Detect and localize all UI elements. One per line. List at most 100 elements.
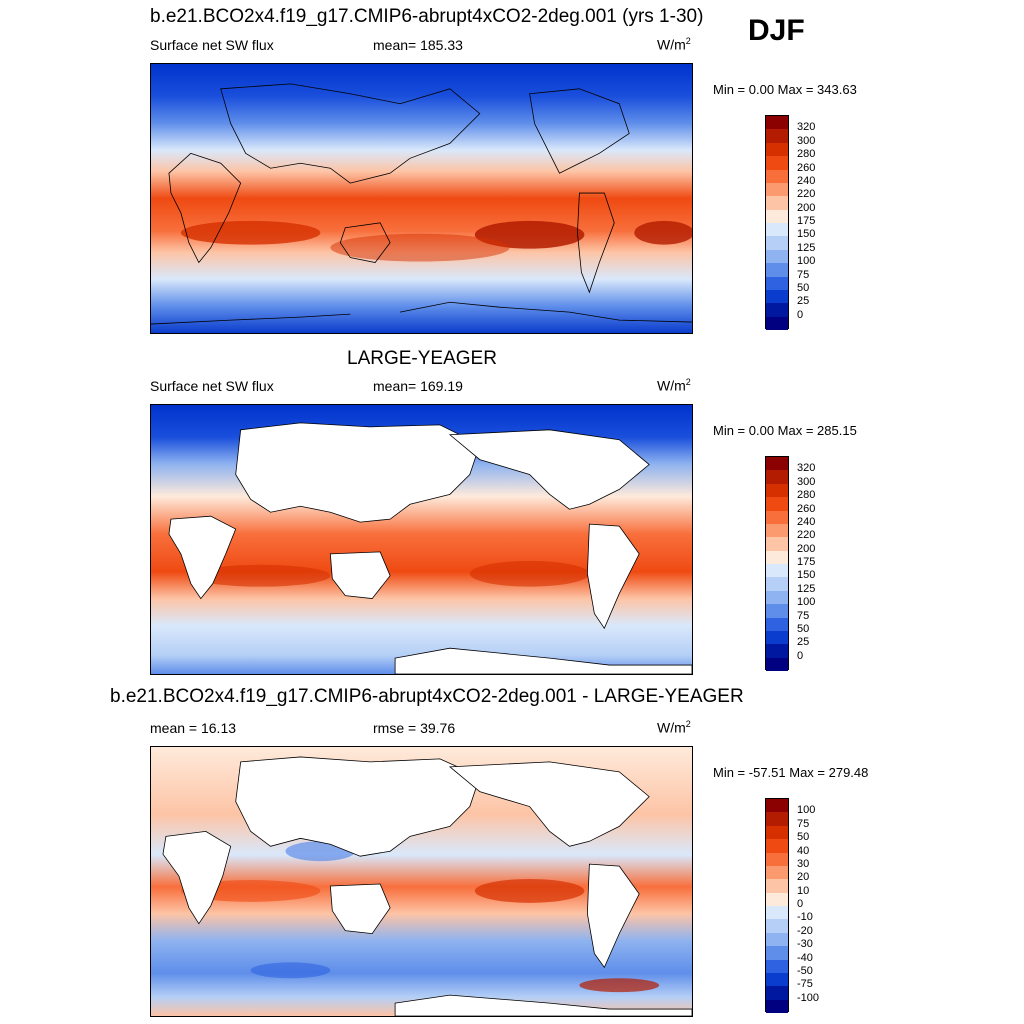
panel1-title: b.e21.BCO2x4.f19_g17.CMIP6-abrupt4xCO2-2… <box>150 6 704 27</box>
colorbar-segment <box>766 906 788 920</box>
colorbar-tick-label: 240 <box>797 174 816 187</box>
colorbar-tick-label: 125 <box>797 582 816 595</box>
colorbar-tick-label: 220 <box>797 529 816 542</box>
colorbar-tick-label: -50 <box>797 964 813 977</box>
colorbar-segment <box>766 497 788 511</box>
colorbar-tick-label: 100 <box>797 255 816 268</box>
colorbar-segment <box>766 590 788 605</box>
colorbar-tick-label: 75 <box>797 268 810 281</box>
colorbar-segment <box>766 999 788 1013</box>
colorbar-tick-label: 0 <box>797 308 804 321</box>
colorbar-segment <box>766 839 788 853</box>
colorbar-tick-label: 20 <box>797 871 810 884</box>
colorbar-tick-label: 75 <box>797 609 810 622</box>
colorbar-tick-label: 100 <box>797 804 816 817</box>
colorbar-tick-label: 280 <box>797 148 816 161</box>
colorbar-segment <box>766 617 788 631</box>
colorbar-segment <box>766 812 788 826</box>
colorbar-segment <box>766 799 788 813</box>
colorbar-tick-label: 300 <box>797 134 816 147</box>
colorbar-tick-label: 10 <box>797 884 810 897</box>
colorbar-tick-label: 30 <box>797 857 810 870</box>
colorbar-segment <box>766 657 788 671</box>
colorbar-segment <box>766 263 788 277</box>
colorbar-segment <box>766 470 788 484</box>
colorbar-segment <box>766 236 788 250</box>
colorbar-tick-label: 280 <box>797 489 816 502</box>
panel2-mean: mean= 169.19 <box>373 378 463 394</box>
panel3-minmax: Min = -57.51 Max = 279.48 <box>713 765 869 780</box>
colorbar-tick-label: 125 <box>797 241 816 254</box>
colorbar-segment <box>766 892 788 906</box>
colorbar-tick-label: 300 <box>797 475 816 488</box>
colorbar-segment <box>766 169 788 183</box>
colorbar-segment <box>766 825 788 840</box>
colorbar-segment <box>766 249 788 264</box>
colorbar-segment <box>766 630 788 645</box>
panel3-map <box>150 746 693 1017</box>
colorbar-tick-label: 240 <box>797 515 816 528</box>
colorbar-tick-label: 200 <box>797 542 816 555</box>
colorbar-tick-label: 260 <box>797 161 816 174</box>
colorbar-tick-label: 25 <box>797 636 810 649</box>
colorbar-tick-label: 100 <box>797 596 816 609</box>
colorbar-tick-label: 50 <box>797 622 810 635</box>
panel2-map <box>150 404 693 675</box>
colorbar-tick-label: 150 <box>797 569 816 582</box>
colorbar-segment <box>766 129 788 143</box>
colorbar-segment <box>766 986 788 1000</box>
colorbar-segment <box>766 483 788 498</box>
colorbar-segment <box>766 604 788 618</box>
colorbar-tick-label: 200 <box>797 201 816 214</box>
colorbar-tick-label: 25 <box>797 295 810 308</box>
panel1-mean: mean= 185.33 <box>373 37 463 53</box>
colorbar-tick-label: 40 <box>797 844 810 857</box>
colorbar-tick-label: 50 <box>797 281 810 294</box>
colorbar-tick-label: -40 <box>797 951 813 964</box>
colorbar-segment <box>766 457 788 471</box>
colorbar-segment <box>766 879 788 893</box>
colorbar-segment <box>766 919 788 933</box>
colorbar-segment <box>766 276 788 290</box>
panel1-minmax: Min = 0.00 Max = 343.63 <box>713 82 857 97</box>
colorbar-segment <box>766 577 788 591</box>
colorbar-tick-label: -100 <box>797 991 820 1004</box>
colorbar-tick-label: -75 <box>797 978 813 991</box>
panel3-rmse: rmse = 39.76 <box>373 720 456 736</box>
colorbar-tick-label: 320 <box>797 121 816 134</box>
colorbar-tick-label: 150 <box>797 228 816 241</box>
colorbar-segment <box>766 196 788 210</box>
panel1-map <box>150 63 693 334</box>
colorbar-segment <box>766 865 788 880</box>
colorbar-tick-label: 75 <box>797 817 810 830</box>
colorbar-segment <box>766 223 788 237</box>
colorbar-segment <box>766 510 788 524</box>
colorbar-segment <box>766 564 788 578</box>
season-label: DJF <box>748 14 805 47</box>
colorbar-segment <box>766 142 788 157</box>
colorbar-segment <box>766 537 788 551</box>
colorbar-segment <box>766 550 788 564</box>
colorbar-tick-label: -30 <box>797 938 813 951</box>
colorbar-segment <box>766 972 788 987</box>
panel2-minmax: Min = 0.00 Max = 285.15 <box>713 423 857 438</box>
colorbar-segment <box>766 959 788 973</box>
colorbar-segment <box>766 316 788 330</box>
colorbar-tick-label: 220 <box>797 188 816 201</box>
colorbar-tick-label: 175 <box>797 215 816 227</box>
colorbar-segment <box>766 209 788 223</box>
colorbar-tick-label: 175 <box>797 556 816 568</box>
panel3-colorbar <box>765 798 789 1013</box>
colorbar-tick-label: -10 <box>797 911 813 924</box>
colorbar-segment <box>766 946 788 960</box>
panel2-variable: Surface net SW flux <box>150 378 274 394</box>
panel3-mean: mean = 16.13 <box>150 720 237 736</box>
colorbar-segment <box>766 523 788 538</box>
panel3-title: b.e21.BCO2x4.f19_g17.CMIP6-abrupt4xCO2-2… <box>110 686 744 707</box>
colorbar-segment <box>766 644 788 658</box>
panel2-units: W/m2 <box>657 377 691 394</box>
colorbar-tick-label: 0 <box>797 898 804 910</box>
panel1-units: W/m2 <box>657 36 691 53</box>
colorbar-tick-label: 320 <box>797 462 816 475</box>
colorbar-segment <box>766 182 788 197</box>
